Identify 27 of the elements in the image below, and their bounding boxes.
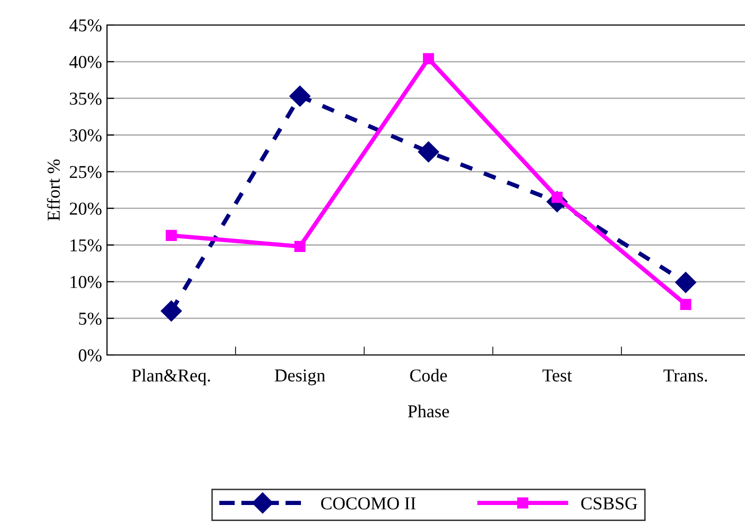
point (680, 298, 692, 310)
y-axis-title: Effort % (46, 159, 60, 221)
x-tick-label: Test (542, 370, 572, 382)
y-tick-label: 20% (70, 202, 102, 215)
x-tick-label: Code (410, 368, 447, 382)
x-tick-label: Plan&Req. (132, 368, 210, 386)
x-axis-title: Phase (408, 404, 449, 418)
legend-label: CSBSG (581, 497, 638, 510)
y-tick-label: 0% (78, 349, 102, 362)
y-tick-label: 5% (79, 312, 102, 325)
point (422, 53, 434, 64)
point (294, 240, 306, 252)
legend-label: COCOMO II (321, 497, 416, 510)
point (160, 300, 182, 322)
x-tick-label: Trans. (664, 370, 708, 382)
point (675, 272, 696, 293)
y-tick-label: 15% (70, 239, 102, 252)
y-tick-label: 40% (69, 56, 102, 68)
point (418, 141, 440, 162)
y-tick-label: 35% (70, 92, 102, 105)
y-tick-label: 30% (70, 129, 102, 142)
point (166, 230, 177, 242)
y-tick-label: 25% (70, 166, 102, 178)
y-tick-label: 10% (70, 276, 102, 288)
y-tick-label: 45% (69, 19, 102, 32)
x-tick-label: Design (274, 369, 326, 386)
point (289, 86, 310, 107)
